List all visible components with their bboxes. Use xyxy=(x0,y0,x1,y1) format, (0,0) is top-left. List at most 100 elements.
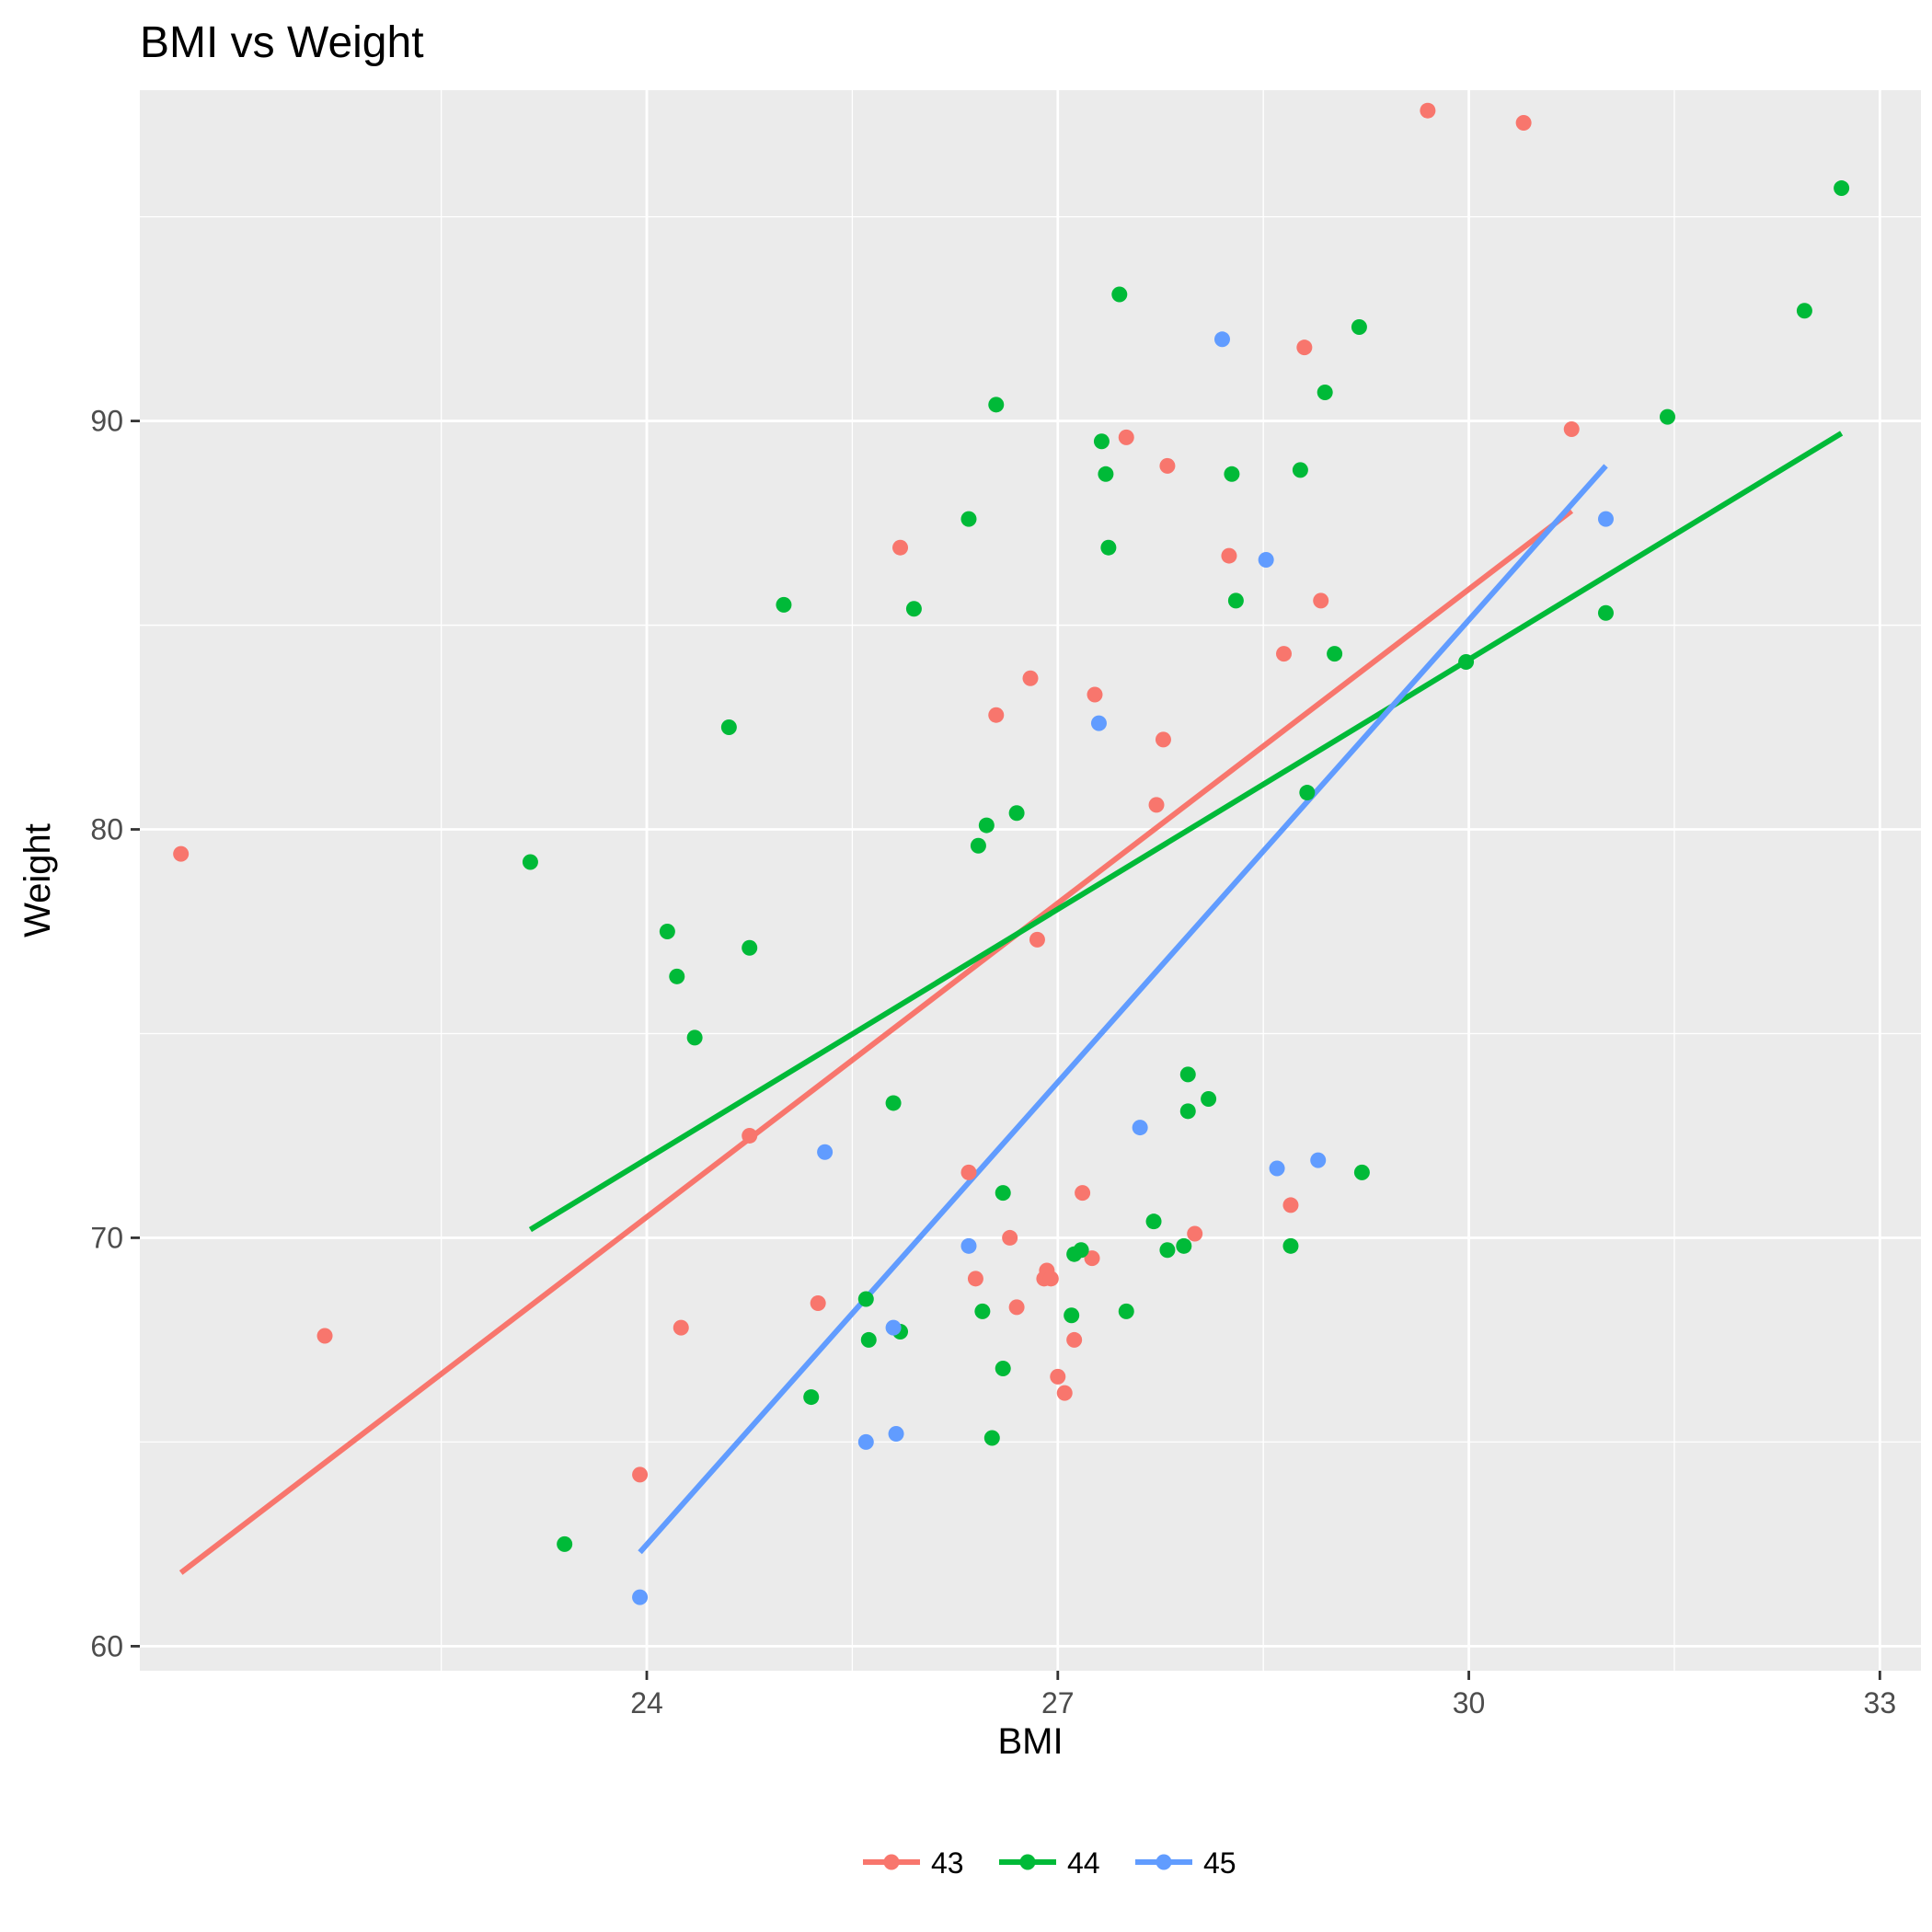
point-44 xyxy=(1292,462,1308,478)
point-45 xyxy=(632,1589,649,1605)
trend-line-44 xyxy=(528,431,1844,1233)
point-45 xyxy=(1090,715,1107,731)
x-tick-label: 27 xyxy=(1041,1686,1075,1719)
point-43 xyxy=(967,1271,983,1287)
y-axis-title: Weight xyxy=(17,823,58,937)
point-43 xyxy=(1084,1250,1100,1267)
point-44 xyxy=(1008,805,1025,822)
point-45 xyxy=(1310,1152,1327,1168)
point-43 xyxy=(810,1294,826,1311)
point-44 xyxy=(1100,539,1117,556)
point-44 xyxy=(720,719,737,736)
point-43 xyxy=(960,1164,977,1180)
point-43 xyxy=(892,539,909,556)
point-43 xyxy=(1187,1225,1203,1242)
point-45 xyxy=(1258,552,1274,569)
point-43 xyxy=(1050,1368,1066,1385)
plot-panel xyxy=(140,90,1921,1671)
legend-point-44 xyxy=(1019,1854,1036,1870)
point-43 xyxy=(988,707,1005,723)
point-44 xyxy=(1145,1213,1162,1230)
major-gridlines xyxy=(140,90,1921,1671)
point-44 xyxy=(1064,1307,1080,1324)
y-axis: 60 70 80 90 xyxy=(90,405,140,1662)
legend-label-45: 45 xyxy=(1203,1846,1236,1880)
point-44 xyxy=(970,837,986,854)
point-44 xyxy=(742,939,758,956)
point-43 xyxy=(1313,592,1329,609)
point-43 xyxy=(1087,686,1103,703)
x-tick-label: 30 xyxy=(1453,1686,1486,1719)
legend-point-45 xyxy=(1156,1854,1172,1870)
point-44 xyxy=(960,511,977,527)
trend-line-43 xyxy=(178,508,1574,1575)
point-44 xyxy=(860,1331,877,1348)
point-43 xyxy=(173,845,190,862)
legend-key-45 xyxy=(1135,1854,1192,1870)
point-44 xyxy=(885,1095,902,1111)
point-44 xyxy=(803,1389,820,1406)
point-43 xyxy=(1042,1271,1059,1287)
point-44 xyxy=(905,601,922,617)
point-44 xyxy=(1227,592,1244,609)
point-43 xyxy=(1221,547,1237,564)
point-44 xyxy=(1834,180,1850,197)
point-43 xyxy=(1056,1385,1073,1401)
point-44 xyxy=(1353,1164,1370,1180)
point-44 xyxy=(1111,286,1128,303)
point-43 xyxy=(1420,102,1436,119)
point-44 xyxy=(1659,408,1675,425)
point-43 xyxy=(1148,797,1165,813)
point-43 xyxy=(632,1466,649,1483)
trend-line-45 xyxy=(638,464,1608,1555)
y-tick-label: 60 xyxy=(90,1629,123,1662)
point-45 xyxy=(960,1237,977,1254)
point-43 xyxy=(1296,339,1313,356)
point-43 xyxy=(316,1328,333,1344)
point-44 xyxy=(659,923,675,939)
point-44 xyxy=(1179,1103,1196,1120)
y-tick-label: 80 xyxy=(90,813,123,846)
point-45 xyxy=(1132,1120,1148,1136)
point-45 xyxy=(857,1433,874,1450)
point-44 xyxy=(1093,433,1110,450)
y-tick-label: 70 xyxy=(90,1221,123,1254)
point-44 xyxy=(669,968,685,984)
point-43 xyxy=(742,1127,758,1144)
point-44 xyxy=(1282,1237,1299,1254)
point-43 xyxy=(1029,931,1045,948)
point-44 xyxy=(1327,646,1343,662)
data-points xyxy=(173,102,1850,1605)
point-43 xyxy=(1002,1229,1018,1246)
point-44 xyxy=(1597,604,1614,621)
point-45 xyxy=(885,1319,902,1336)
point-44 xyxy=(995,1360,1011,1376)
x-axis: 24 27 30 33 xyxy=(630,1671,1896,1719)
trend-lines xyxy=(178,431,1844,1575)
legend-key-44 xyxy=(999,1854,1056,1870)
point-44 xyxy=(988,397,1005,413)
point-43 xyxy=(1515,115,1532,132)
point-44 xyxy=(857,1291,874,1307)
point-43 xyxy=(1118,429,1134,445)
point-44 xyxy=(995,1185,1011,1202)
legend-label-44: 44 xyxy=(1067,1846,1100,1880)
point-44 xyxy=(1098,466,1114,482)
legend: 43 44 45 xyxy=(863,1846,1236,1880)
point-44 xyxy=(686,1029,703,1046)
point-43 xyxy=(1008,1299,1025,1316)
point-43 xyxy=(1159,457,1176,474)
point-45 xyxy=(1597,511,1614,527)
point-43 xyxy=(1075,1185,1091,1202)
point-44 xyxy=(1073,1242,1089,1259)
point-44 xyxy=(1299,785,1316,801)
point-45 xyxy=(888,1426,904,1443)
point-45 xyxy=(1213,331,1230,348)
point-43 xyxy=(1276,646,1293,662)
point-44 xyxy=(1317,385,1333,401)
point-44 xyxy=(1458,653,1475,670)
x-tick-label: 33 xyxy=(1864,1686,1897,1719)
y-tick-label: 90 xyxy=(90,405,123,438)
point-44 xyxy=(1176,1237,1192,1254)
